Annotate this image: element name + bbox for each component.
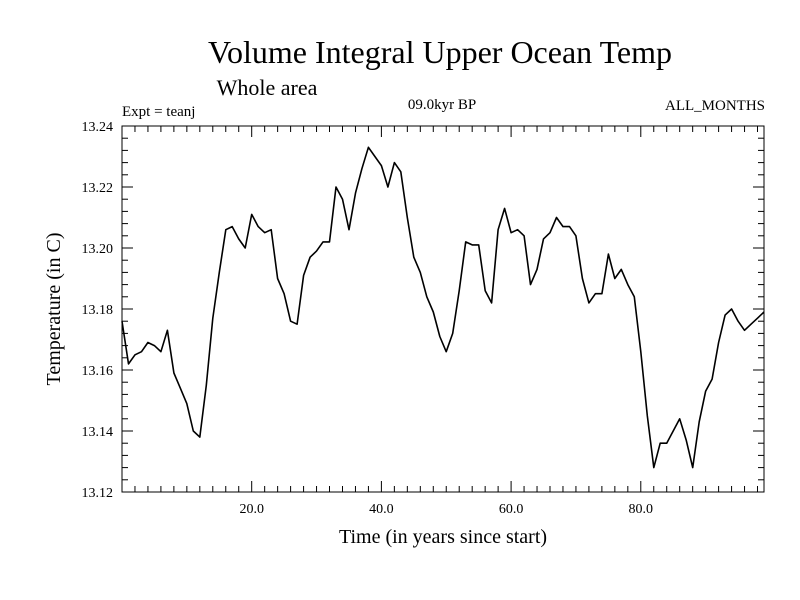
temperature-line bbox=[121, 146, 765, 469]
months-label: ALL_MONTHS bbox=[665, 98, 765, 114]
x-axis-label: Time (in years since start) bbox=[339, 526, 547, 548]
y-tick-label: 13.24 bbox=[82, 120, 114, 135]
x-tick-label: 20.0 bbox=[239, 502, 264, 517]
chart-title: Volume Integral Upper Ocean Temp bbox=[208, 34, 672, 70]
y-axis-label: Temperature (in C) bbox=[43, 233, 65, 386]
x-tick-labels: 20.0 40.0 60.0 80.0 bbox=[239, 502, 653, 517]
chart-subtitle: Whole area bbox=[217, 75, 318, 100]
expt-label: Expt = teanj bbox=[122, 104, 195, 120]
major-ticks bbox=[122, 125, 764, 493]
x-tick-label: 80.0 bbox=[629, 502, 654, 517]
y-tick-label: 13.14 bbox=[82, 425, 114, 440]
y-tick-label: 13.22 bbox=[82, 181, 114, 196]
y-tick-label: 13.20 bbox=[82, 242, 114, 257]
y-tick-labels: 13.12 13.14 13.16 13.18 13.20 13.22 13.24 bbox=[82, 120, 114, 501]
y-tick-label: 13.12 bbox=[82, 486, 114, 501]
period-label: 09.0kyr BP bbox=[408, 97, 476, 113]
y-tick-label: 13.18 bbox=[82, 303, 114, 318]
y-tick-label: 13.16 bbox=[82, 364, 114, 379]
x-tick-label: 60.0 bbox=[499, 502, 524, 517]
x-tick-label: 40.0 bbox=[369, 502, 394, 517]
minor-ticks bbox=[122, 126, 764, 492]
plot-frame bbox=[121, 125, 765, 493]
